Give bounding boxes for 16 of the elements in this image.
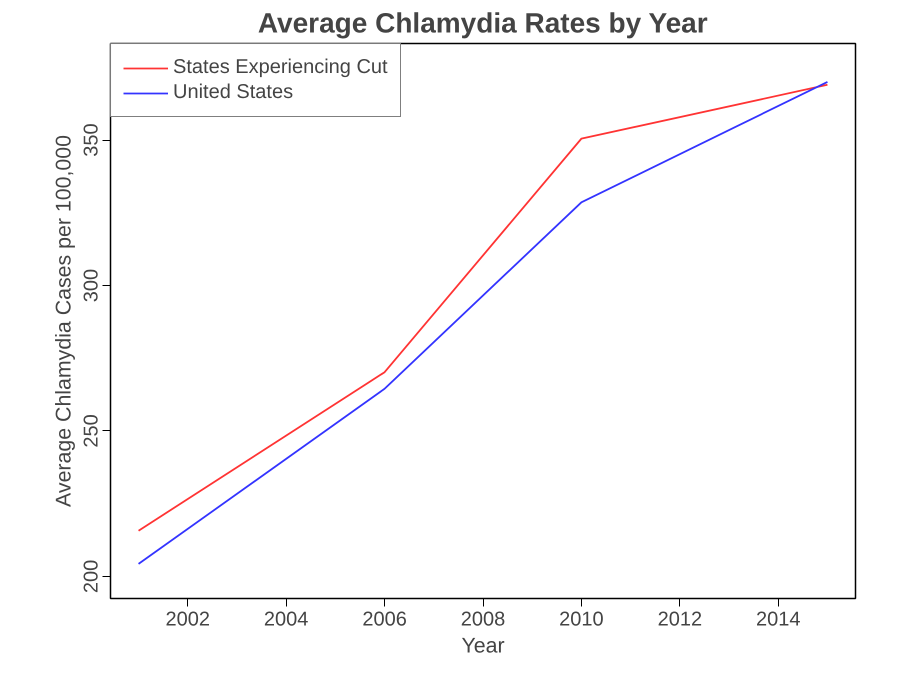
y-tick-label: 350 xyxy=(80,123,102,157)
y-axis-title: Average Chlamydia Cases per 100,000 xyxy=(52,134,76,507)
x-tick-label: 2006 xyxy=(362,608,407,630)
x-tick-label: 2012 xyxy=(658,608,702,630)
x-tick-label: 2008 xyxy=(460,608,506,630)
y-tick-label: 200 xyxy=(80,560,102,594)
x-tick-label: 2002 xyxy=(166,608,210,630)
legend-label: United States xyxy=(173,81,294,104)
y-tick-label: 300 xyxy=(80,268,102,302)
x-tick-label: 2004 xyxy=(264,608,308,630)
legend-label: States Experiencing Cut xyxy=(173,56,388,79)
x-tick-label: 2014 xyxy=(756,608,800,630)
chart-title: Average Chlamydia Rates by Year xyxy=(258,8,708,38)
x-axis-title: Year xyxy=(461,634,505,658)
x-tick-label: 2010 xyxy=(559,608,604,630)
y-tick-label: 250 xyxy=(80,414,102,448)
